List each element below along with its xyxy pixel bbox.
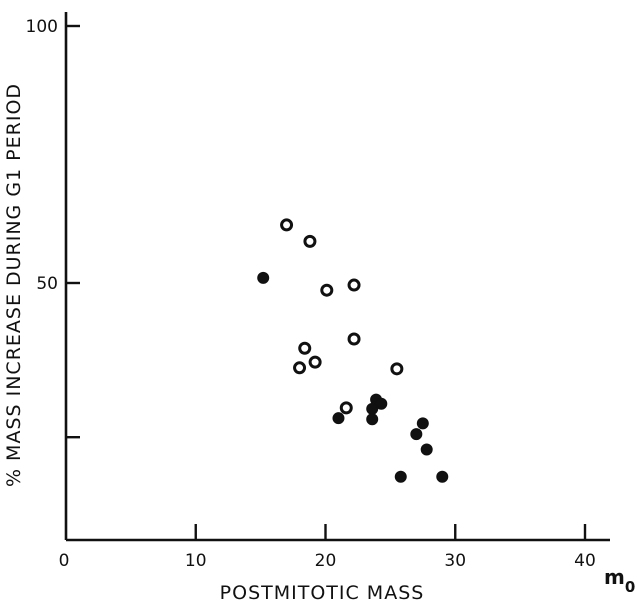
y-tick-label: 50 — [36, 274, 58, 294]
filled-circle-point — [436, 470, 449, 483]
x-axis-title: POSTMITOTIC MASS — [220, 582, 425, 602]
filled-circle-point — [420, 443, 433, 456]
filled-circle-point — [257, 271, 270, 284]
tick-labels: 0 10 20 30 40 50 100 — [26, 17, 596, 571]
filled-circle-point — [375, 397, 388, 410]
filled-circle-point — [394, 470, 407, 483]
open-circle-point — [347, 278, 361, 292]
filled-circle-point — [416, 417, 429, 430]
open-circle-point — [293, 361, 307, 375]
x-tick-label: 10 — [185, 551, 207, 571]
filled-circle-point — [410, 428, 423, 441]
filled-circle-point — [366, 402, 379, 415]
data-points — [257, 218, 449, 483]
filled-circle-point — [366, 413, 379, 426]
open-circle-point — [347, 332, 361, 346]
x-unit-subscript: 0 — [625, 578, 635, 596]
x-tick-label: 40 — [574, 551, 596, 571]
open-circle-point — [280, 218, 294, 232]
open-circle-point — [298, 341, 312, 355]
y-tick-label: 100 — [26, 17, 58, 37]
open-circle-point — [303, 234, 317, 248]
x-tick-label: 20 — [315, 551, 337, 571]
ticks — [66, 24, 587, 540]
x-unit-symbol: m — [604, 565, 625, 589]
x-tick-label: 0 — [59, 551, 70, 571]
filled-circle-point — [332, 412, 345, 425]
open-circle-point — [308, 355, 322, 369]
y-axis-title: % MASS INCREASE DURING G1 PERIOD — [3, 83, 25, 487]
open-circle-point — [390, 362, 404, 376]
x-tick-label: 30 — [444, 551, 466, 571]
open-circle-point — [339, 401, 353, 415]
x-unit-label: m0 — [604, 565, 635, 596]
open-circle-point — [320, 283, 334, 297]
axes — [64, 12, 610, 542]
